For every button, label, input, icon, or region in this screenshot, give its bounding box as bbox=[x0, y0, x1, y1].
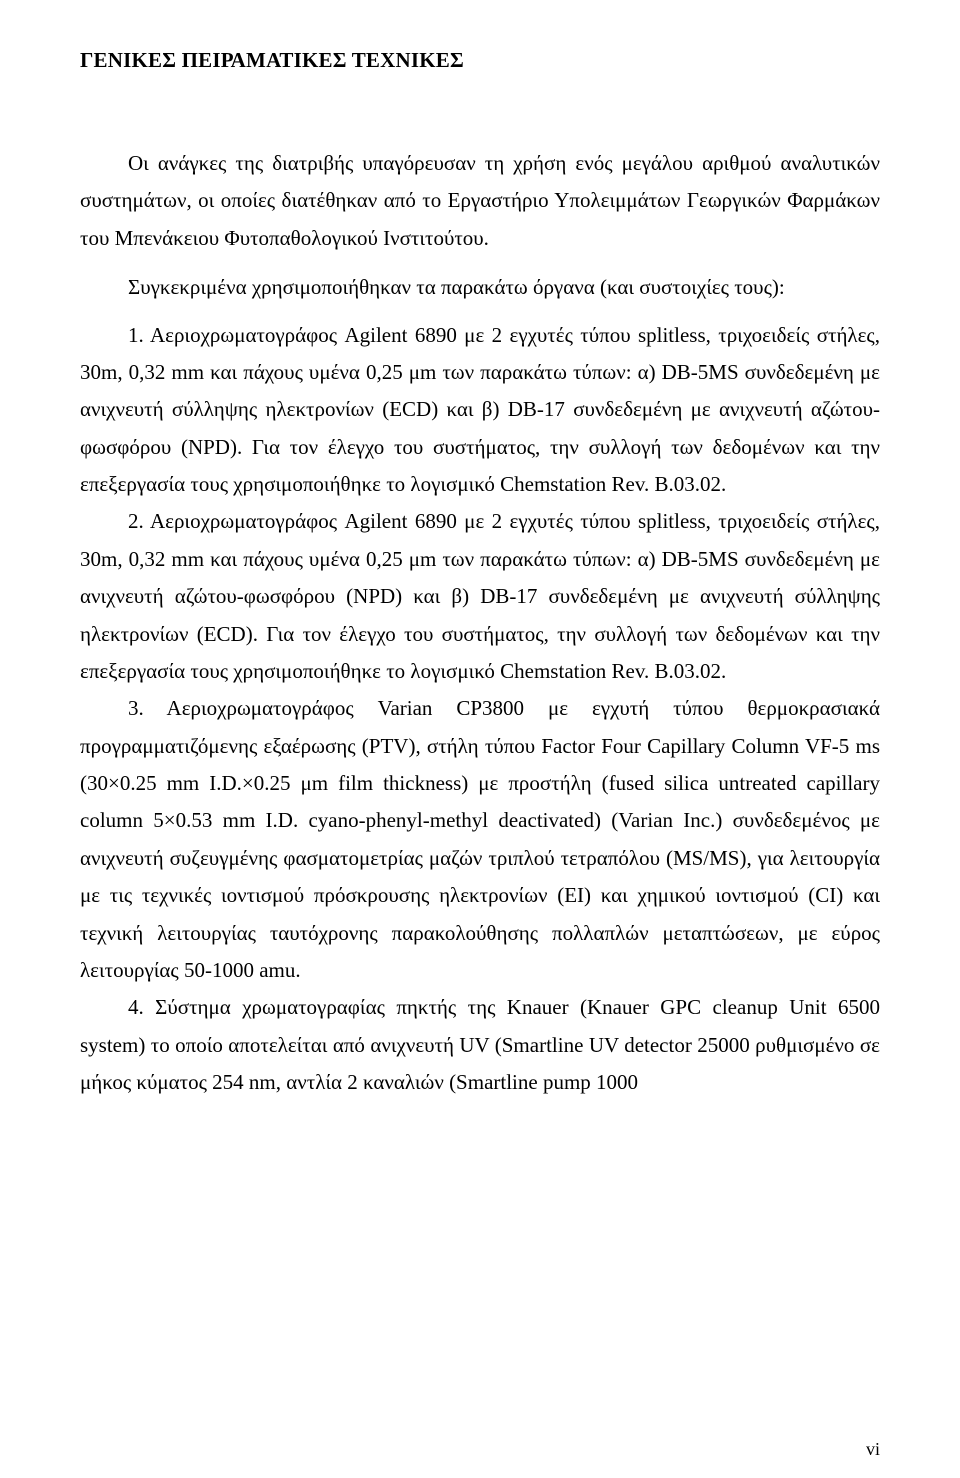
numbered-item: 1. Αεριοχρωματογράφος Agilent 6890 με 2 … bbox=[80, 317, 880, 504]
list-intro: Συγκεκριμένα χρησιμοποιήθηκαν τα παρακάτ… bbox=[80, 269, 880, 306]
page-number: vi bbox=[866, 1439, 880, 1460]
intro-paragraph: Οι ανάγκες της διατριβής υπαγόρευσαν τη … bbox=[80, 145, 880, 257]
numbered-item: 3. Αεριοχρωματογράφος Varian CP3800 με ε… bbox=[80, 690, 880, 989]
numbered-item: 4. Σύστημα χρωματογραφίας πηκτής της Kna… bbox=[80, 989, 880, 1101]
numbered-item: 2. Αεριοχρωματογράφος Agilent 6890 με 2 … bbox=[80, 503, 880, 690]
section-heading: ΓΕΝΙΚΕΣ ΠΕΙΡΑΜΑΤΙΚΕΣ ΤΕΧΝΙΚΕΣ bbox=[80, 48, 880, 73]
